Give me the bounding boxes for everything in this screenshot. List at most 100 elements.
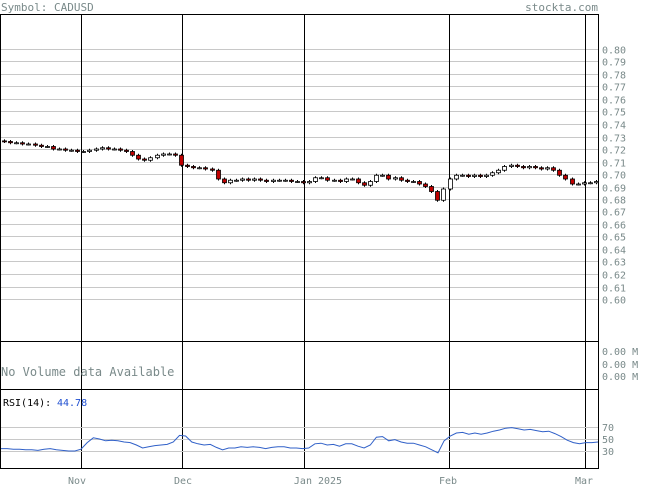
- candle-body: [563, 174, 568, 180]
- price-tick-label: 0.62: [602, 271, 626, 282]
- volume-axis-label-3: 0.00 M: [602, 372, 638, 383]
- price-tick-label: 0.76: [602, 96, 626, 107]
- candle-body: [216, 169, 221, 180]
- candle-body: [33, 143, 38, 146]
- candle-body: [155, 154, 160, 159]
- month-label-feb: Feb: [439, 476, 457, 486]
- candle-body: [515, 164, 520, 167]
- candle-body: [136, 154, 141, 160]
- candle-body: [246, 178, 251, 181]
- candle-body: [179, 154, 184, 166]
- candle-body: [521, 166, 526, 169]
- price-tick-label: 0.74: [602, 121, 626, 132]
- month-label-jan: Jan 2025: [294, 476, 342, 486]
- candle-body: [203, 167, 208, 170]
- candle-body: [167, 153, 172, 156]
- candle-body: [271, 179, 276, 182]
- price-candles: [2, 139, 599, 202]
- price-tick-label: 0.71: [602, 159, 626, 170]
- month-label-mar: Mar: [575, 476, 593, 486]
- candle-body: [502, 166, 507, 171]
- candle-body: [234, 179, 239, 182]
- candle-body: [509, 164, 514, 167]
- candle-body: [490, 172, 495, 176]
- candle-body: [557, 169, 562, 176]
- candle-body: [75, 149, 80, 152]
- price-tick-label: 0.77: [602, 83, 626, 94]
- candle-body: [264, 179, 269, 182]
- candle-body: [393, 177, 398, 180]
- candle-body: [63, 148, 68, 151]
- candle-body: [319, 177, 324, 180]
- candle-body: [386, 174, 391, 180]
- price-tick-label: 0.79: [602, 58, 626, 69]
- candle-body: [338, 179, 343, 182]
- price-axis: 0.800.79 0.780.77 0.760.75 0.74 0.730.72 0.71…: [602, 46, 626, 307]
- candle-body: [441, 188, 446, 201]
- price-panel-frame: [0, 14, 599, 342]
- candle-body: [454, 174, 459, 180]
- candle-body: [478, 174, 483, 177]
- price-tick-label: 0.61: [602, 284, 626, 295]
- candle-body: [277, 179, 282, 182]
- candle-body: [594, 181, 599, 184]
- candle-body: [112, 148, 117, 151]
- candle-body: [94, 148, 99, 151]
- candle-body: [545, 167, 550, 170]
- candle-body: [81, 151, 86, 153]
- rsi-series-line: [1, 427, 599, 454]
- candle-body: [588, 182, 593, 185]
- rsi-tick-30: 30: [602, 447, 614, 458]
- candle-body: [124, 149, 129, 152]
- candle-body: [142, 158, 147, 161]
- candle-body: [405, 179, 410, 182]
- candle-body: [307, 181, 312, 184]
- candle-body: [20, 142, 25, 145]
- candle-body: [106, 147, 111, 150]
- candle-body: [8, 141, 13, 144]
- price-tick-label: 0.75: [602, 108, 626, 119]
- candle-body: [173, 153, 178, 156]
- candle-body: [380, 174, 385, 177]
- candle-body: [252, 178, 257, 181]
- candle-body: [289, 179, 294, 182]
- site-name: stockta.com: [525, 1, 598, 14]
- symbol-label: Symbol: CADUSD: [1, 1, 94, 14]
- candle-body: [533, 166, 538, 169]
- candle-body: [197, 167, 202, 170]
- rsi-tick-70: 70: [602, 423, 614, 434]
- candle-body: [576, 183, 581, 186]
- candle-body: [399, 177, 404, 181]
- price-tick-label: 0.72: [602, 146, 626, 157]
- candle-body: [435, 191, 440, 201]
- candle-body: [496, 169, 501, 174]
- candle-body: [222, 178, 227, 184]
- candle-body: [240, 178, 245, 181]
- candle-body: [45, 146, 50, 148]
- candle-body: [228, 179, 233, 184]
- candle-body: [411, 181, 416, 183]
- price-tick-label: 0.73: [602, 134, 626, 145]
- price-tick-label: 0.64: [602, 246, 626, 257]
- candle-body: [313, 177, 318, 182]
- candle-body: [417, 181, 422, 185]
- candle-body: [2, 140, 7, 143]
- volume-axis-label-2: 0.00 M: [602, 360, 638, 371]
- candle-body: [429, 186, 434, 192]
- candle-body: [26, 143, 31, 146]
- rsi-label: RSI(14):: [3, 398, 51, 409]
- candle-body: [551, 167, 556, 171]
- price-tick-label: 0.65: [602, 233, 626, 244]
- candle-body: [51, 146, 56, 150]
- candle-body: [539, 167, 544, 170]
- price-tick-label: 0.68: [602, 196, 626, 207]
- candle-body: [374, 174, 379, 182]
- rsi-tick-50: 50: [602, 435, 614, 446]
- price-tick-label: 0.78: [602, 71, 626, 82]
- candle-body: [57, 148, 62, 151]
- price-tick-label: 0.69: [602, 184, 626, 195]
- candle-body: [130, 151, 135, 156]
- candle-body: [362, 182, 367, 186]
- price-tick-label: 0.80: [602, 46, 626, 57]
